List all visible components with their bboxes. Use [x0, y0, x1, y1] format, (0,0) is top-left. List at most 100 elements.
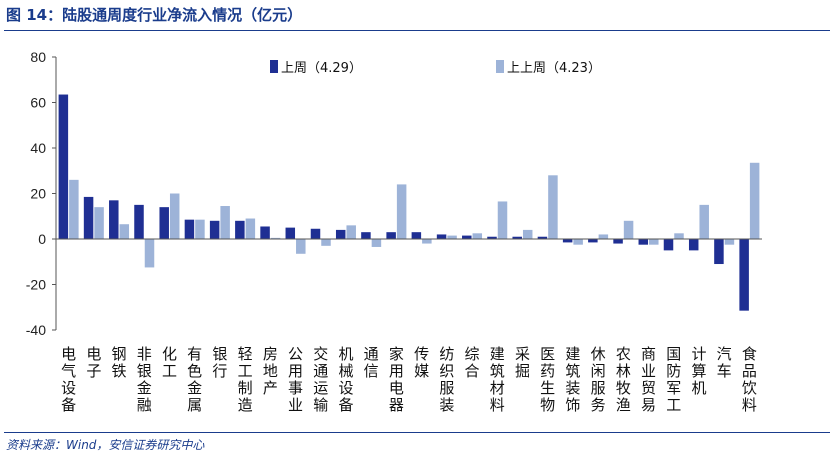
- bar-week-before-15: [447, 235, 457, 239]
- category-label-char: 饰: [565, 396, 580, 414]
- category-label: 钢铁: [112, 345, 127, 380]
- category-label-char: 建: [565, 345, 580, 363]
- category-label-char: 银: [137, 362, 152, 380]
- category-label-char: 钢: [112, 345, 127, 363]
- bar-last-week-24: [663, 239, 674, 251]
- bar-last-week-4: [159, 207, 169, 239]
- y-tick-label: 60: [30, 95, 46, 111]
- category-label-char: 备: [61, 396, 76, 414]
- category-label-char: 金: [187, 379, 202, 397]
- bar-last-week-18: [512, 236, 522, 239]
- category-label-char: 国: [666, 345, 681, 363]
- category-label-char: 车: [717, 362, 732, 380]
- category-label-char: 色: [187, 362, 202, 380]
- y-tick-label: 80: [30, 49, 46, 65]
- category-label-char: 交: [313, 345, 328, 363]
- category-label-char: 装: [565, 379, 580, 397]
- bar-last-week-19: [537, 236, 548, 239]
- category-label-char: 贸: [641, 379, 656, 397]
- y-tick-label: 0: [38, 231, 46, 247]
- category-label-char: 防: [666, 362, 681, 380]
- category-label-char: 采: [515, 345, 530, 363]
- category-labels: 电气设备电子钢铁非银金融化工有色金属银行轻工制造房地产公用事业交通运输机械设备通…: [61, 345, 757, 414]
- category-label-char: 筑: [565, 362, 580, 380]
- bars: [58, 94, 760, 311]
- bar-last-week-27: [739, 239, 749, 311]
- bar-week-before-2: [119, 224, 130, 239]
- bar-week-before-20: [573, 239, 583, 245]
- bar-week-before-4: [169, 193, 180, 239]
- bar-week-before-13: [396, 184, 407, 239]
- category-label: 计算机: [691, 345, 706, 397]
- category-label-char: 设: [338, 379, 353, 397]
- category-label-char: 家: [389, 345, 404, 363]
- category-label-char: 电: [61, 345, 76, 363]
- category-label-char: 非: [137, 345, 152, 363]
- category-label-char: 军: [666, 379, 681, 397]
- bar-week-before-19: [548, 175, 558, 239]
- source-rule: [4, 432, 830, 433]
- bar-last-week-9: [285, 227, 296, 239]
- axes: -40 -20 0 20 40 60 80: [26, 49, 57, 338]
- category-label: 通信: [364, 345, 379, 380]
- bar-week-before-8: [270, 237, 281, 239]
- category-label-char: 机: [338, 345, 353, 363]
- category-label-char: 铁: [112, 362, 127, 380]
- category-label-char: 织: [439, 362, 454, 380]
- legend-label-last-week: 上周（4.29）: [281, 61, 362, 76]
- category-label-char: 气: [61, 362, 76, 380]
- category-label-char: 轻: [238, 345, 253, 363]
- category-label: 传媒: [414, 345, 429, 380]
- bar-last-week-26: [714, 239, 724, 265]
- category-label-char: 器: [389, 396, 404, 414]
- category-label-char: 掘: [515, 362, 530, 380]
- bar-week-before-12: [371, 239, 382, 247]
- category-label-char: 纺: [439, 345, 454, 363]
- category-label-char: 通: [313, 362, 328, 380]
- bar-last-week-23: [638, 239, 649, 245]
- category-label-char: 料: [742, 396, 757, 414]
- bar-last-week-22: [613, 239, 623, 244]
- category-label-char: 备: [338, 396, 353, 414]
- category-label-char: 筑: [490, 362, 505, 380]
- bar-week-before-18: [522, 229, 533, 239]
- y-tick-label: 20: [30, 186, 46, 202]
- category-label-char: 制: [238, 379, 253, 397]
- bar-last-week-17: [487, 236, 497, 239]
- bar-last-week-5: [184, 219, 195, 239]
- category-label: 房地产: [263, 345, 278, 397]
- category-label-char: 饮: [742, 379, 757, 397]
- category-label-char: 信: [364, 362, 379, 380]
- category-label-char: 算: [691, 362, 706, 380]
- bar-week-before-16: [472, 233, 483, 239]
- bar-week-before-11: [346, 225, 356, 239]
- category-label-char: 融: [137, 396, 152, 414]
- title-rule: [4, 30, 830, 31]
- category-label-char: 事: [288, 379, 303, 397]
- legend-swatch-week-before: [496, 60, 504, 73]
- bar-week-before-10: [321, 239, 331, 246]
- bar-last-week-12: [361, 232, 371, 239]
- category-label-char: 通: [364, 345, 379, 363]
- category-label-char: 属: [187, 396, 202, 414]
- category-label-char: 农: [616, 345, 631, 363]
- category-label-char: 闲: [591, 362, 606, 380]
- category-label-char: 行: [212, 362, 227, 380]
- category-label-char: 务: [591, 396, 606, 414]
- category-label-char: 业: [641, 362, 656, 380]
- category-label-char: 公: [288, 345, 303, 363]
- category-label-char: 业: [288, 396, 303, 414]
- category-label-char: 服: [591, 379, 606, 397]
- y-tick-label: -40: [26, 322, 46, 338]
- source-note: 资料来源：Wind，安信证券研究中心: [6, 438, 205, 452]
- category-label: 电子: [86, 345, 101, 380]
